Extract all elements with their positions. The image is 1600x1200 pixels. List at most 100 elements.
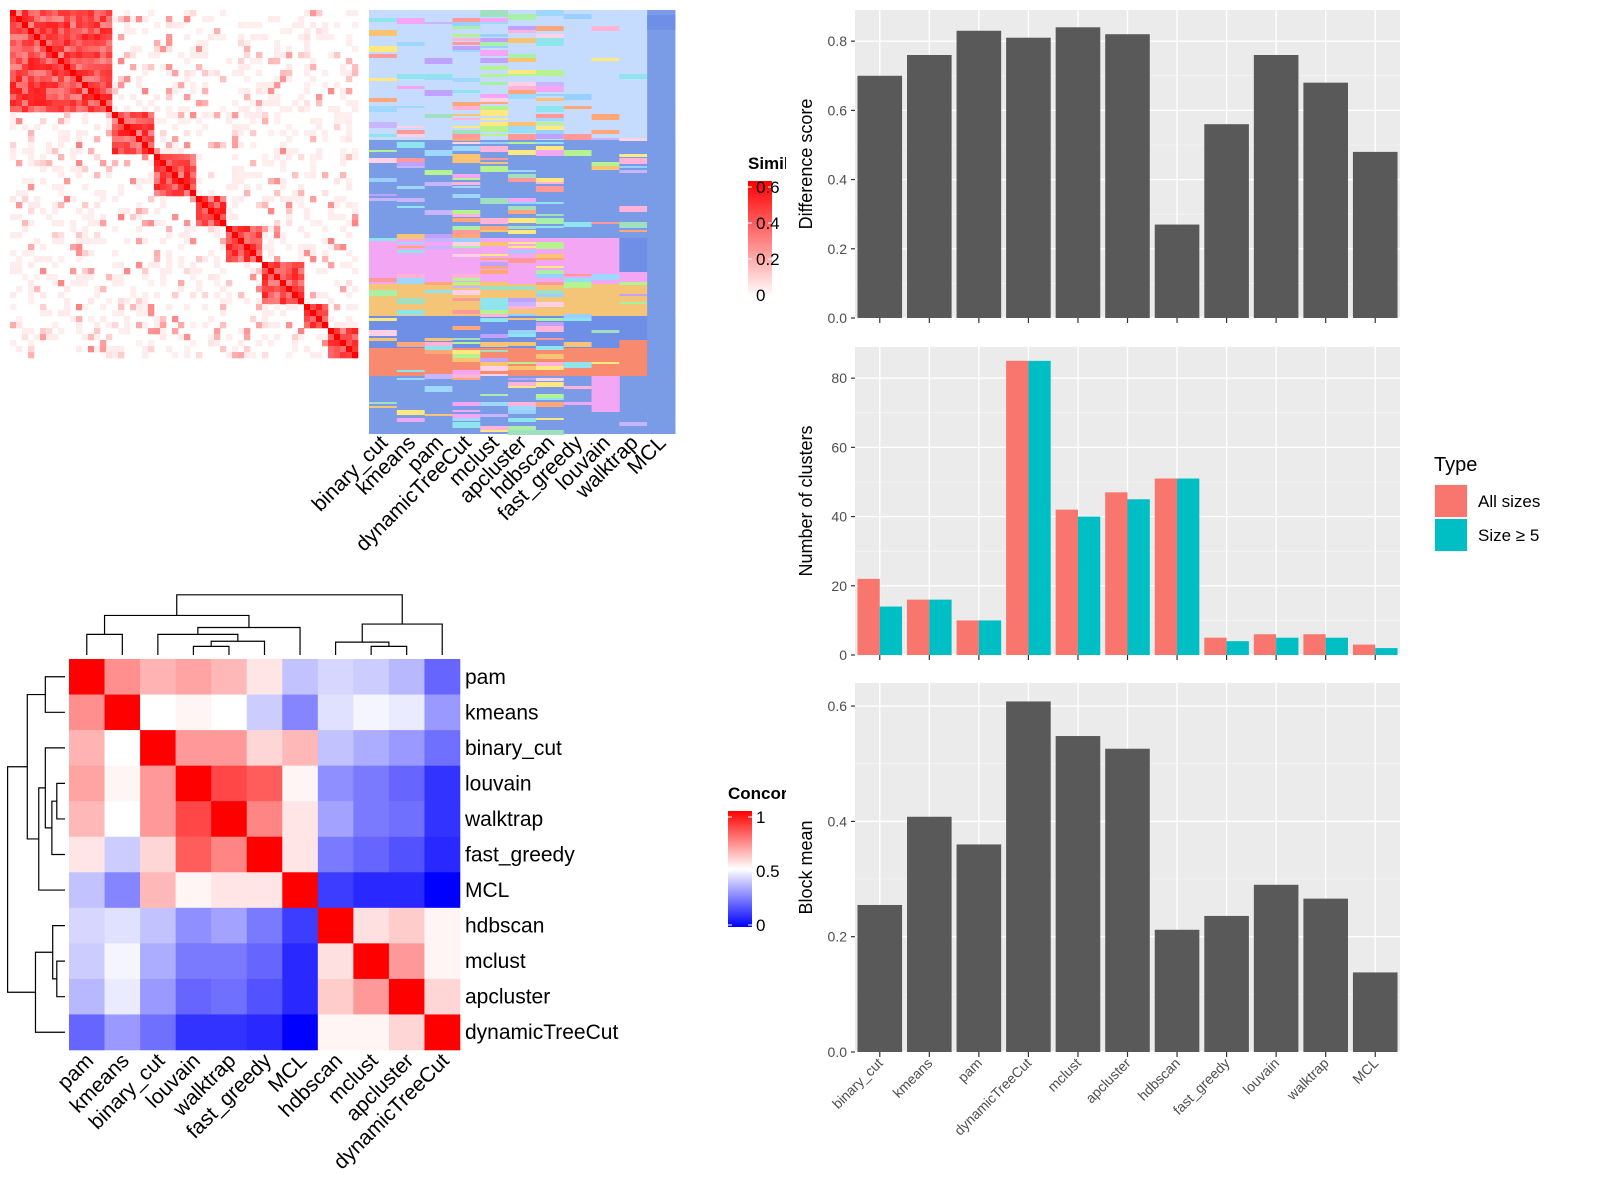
similarity-cell bbox=[106, 52, 113, 59]
similarity-cell bbox=[196, 286, 203, 293]
similarity-cell bbox=[82, 334, 89, 341]
similarity-cell bbox=[166, 40, 173, 47]
concordance-cell bbox=[104, 978, 141, 1015]
similarity-legend-tick: 0.6 bbox=[756, 178, 780, 197]
similarity-cell bbox=[94, 10, 101, 17]
cluster-stripe bbox=[508, 266, 537, 271]
similarity-cell bbox=[100, 88, 107, 95]
similarity-cell bbox=[76, 52, 83, 59]
similarity-cell bbox=[340, 88, 347, 95]
similarity-cell bbox=[310, 322, 317, 329]
similarity-cell bbox=[100, 10, 107, 17]
similarity-cell bbox=[76, 166, 83, 173]
cluster-stripe bbox=[452, 106, 481, 110]
similarity-cell bbox=[142, 142, 149, 149]
similarity-cell bbox=[28, 340, 35, 347]
cluster-stripe bbox=[480, 302, 509, 307]
similarity-cell bbox=[70, 166, 77, 173]
similarity-cell bbox=[274, 154, 281, 161]
similarity-cell bbox=[148, 160, 155, 167]
cluster-stripe bbox=[480, 226, 509, 231]
similarity-cell bbox=[28, 154, 35, 161]
concordance-cell bbox=[140, 694, 176, 731]
similarity-cell bbox=[328, 346, 335, 353]
similarity-colorbar bbox=[748, 181, 772, 297]
similarity-cell bbox=[16, 58, 23, 65]
similarity-cell bbox=[190, 178, 197, 185]
similarity-cell bbox=[34, 160, 41, 167]
similarity-cell bbox=[106, 58, 113, 65]
similarity-cell bbox=[28, 328, 35, 335]
cluster-stripe bbox=[508, 334, 537, 337]
concordance-cell bbox=[211, 1014, 248, 1051]
concordance-cell bbox=[104, 765, 141, 802]
concordance-cell bbox=[353, 907, 390, 944]
similarity-cell bbox=[286, 286, 293, 293]
similarity-cell bbox=[274, 304, 281, 311]
similarity-cell bbox=[76, 82, 83, 89]
similarity-cell bbox=[328, 316, 335, 323]
similarity-cell bbox=[70, 70, 77, 77]
similarity-cell bbox=[70, 16, 77, 23]
similarity-cell bbox=[106, 334, 113, 341]
similarity-cell bbox=[10, 40, 17, 47]
similarity-cell bbox=[16, 82, 23, 89]
cluster-stripe bbox=[480, 126, 509, 132]
similarity-cell bbox=[106, 16, 113, 23]
similarity-cell bbox=[250, 238, 257, 245]
cluster-stripe bbox=[369, 134, 398, 137]
similarity-cell bbox=[334, 22, 341, 29]
similarity-cell bbox=[88, 334, 95, 341]
similarity-cell bbox=[340, 160, 347, 167]
concordance-cell bbox=[175, 801, 212, 838]
cluster-stripe bbox=[535, 126, 565, 131]
similarity-cell bbox=[166, 226, 173, 233]
similarity-cell bbox=[34, 202, 41, 209]
cluster-stripe bbox=[535, 94, 565, 96]
similarity-cell bbox=[16, 88, 23, 95]
similarity-cell bbox=[184, 220, 191, 227]
bar-size-ge-5 bbox=[879, 606, 903, 655]
bar-size-ge-5 bbox=[978, 620, 1002, 655]
concordance-legend-tick: 0.5 bbox=[756, 862, 780, 881]
bar-all-sizes bbox=[1253, 634, 1277, 655]
cluster-stripe bbox=[480, 122, 509, 128]
similarity-cell bbox=[352, 70, 359, 77]
similarity-cell bbox=[46, 10, 53, 17]
similarity-cell bbox=[124, 316, 131, 323]
similarity-cell bbox=[334, 52, 341, 59]
bar bbox=[907, 816, 952, 1052]
concordance-cell bbox=[317, 907, 354, 944]
similarity-cell bbox=[112, 274, 119, 281]
cluster-stripe bbox=[480, 14, 509, 17]
similarity-cell bbox=[124, 322, 131, 329]
similarity-cell bbox=[346, 322, 353, 329]
similarity-cell bbox=[28, 82, 35, 89]
similarity-cell bbox=[310, 220, 317, 227]
similarity-cell bbox=[154, 190, 161, 197]
cluster-stripe bbox=[508, 366, 537, 370]
concordance-cell bbox=[282, 836, 319, 873]
similarity-cell bbox=[112, 130, 119, 137]
similarity-cell bbox=[22, 334, 29, 341]
similarity-cell bbox=[136, 304, 143, 311]
similarity-cell bbox=[10, 196, 17, 203]
cluster-stripe bbox=[563, 94, 592, 100]
similarity-cell bbox=[340, 154, 347, 161]
similarity-cell bbox=[298, 34, 305, 41]
concordance-row-label: hdbscan bbox=[465, 915, 544, 938]
similarity-cell bbox=[184, 226, 191, 233]
similarity-cell bbox=[70, 196, 77, 203]
similarity-cell bbox=[118, 208, 125, 215]
similarity-cell bbox=[52, 208, 59, 215]
similarity-cell bbox=[28, 262, 35, 269]
cluster-stripe bbox=[508, 170, 537, 172]
cluster-stripe bbox=[452, 358, 481, 362]
cluster-stripe bbox=[396, 206, 426, 208]
similarity-cell bbox=[184, 232, 191, 239]
similarity-cell bbox=[70, 64, 77, 71]
concordance-row-label: apcluster bbox=[465, 986, 550, 1009]
cluster-stripe bbox=[563, 222, 592, 227]
similarity-cell bbox=[136, 148, 143, 155]
similarity-cell bbox=[58, 292, 65, 299]
